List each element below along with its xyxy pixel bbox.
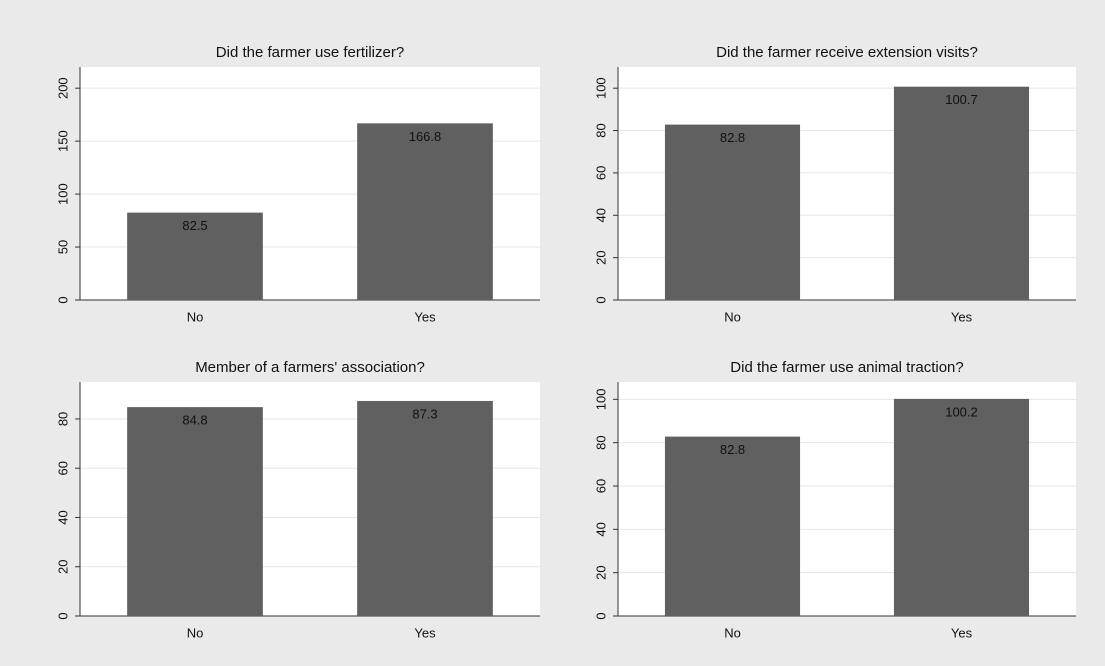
x-tick-label: Yes	[951, 309, 973, 324]
chart-title: Did the farmer use animal traction?	[730, 359, 963, 376]
value-label: 82.5	[182, 218, 207, 233]
y-tick-label: 100	[55, 183, 70, 205]
y-tick-label: 0	[593, 612, 608, 619]
y-tick-label: 50	[55, 240, 70, 254]
y-tick-label: 0	[593, 296, 608, 303]
y-tick-label: 200	[55, 77, 70, 99]
x-tick-label: No	[724, 309, 741, 324]
value-label: 82.8	[720, 442, 745, 457]
chart-title: Did the farmer use fertilizer?	[216, 44, 404, 61]
x-tick-label: No	[724, 625, 741, 640]
value-label: 87.3	[412, 406, 437, 421]
y-tick-label: 100	[593, 388, 608, 410]
chart-title: Member of a farmers' association?	[195, 359, 425, 376]
value-label: 82.8	[720, 130, 745, 145]
bar	[893, 398, 1030, 616]
bar	[664, 436, 801, 616]
y-tick-label: 40	[593, 522, 608, 536]
value-label: 100.2	[945, 404, 978, 419]
y-tick-label: 40	[593, 208, 608, 222]
bar	[893, 86, 1030, 300]
bar	[664, 124, 801, 300]
value-label: 84.8	[182, 413, 207, 428]
y-tick-label: 20	[593, 250, 608, 264]
y-tick-label: 100	[593, 77, 608, 99]
y-tick-label: 80	[55, 412, 70, 426]
y-tick-label: 80	[593, 123, 608, 137]
y-tick-label: 40	[55, 510, 70, 524]
bar	[127, 407, 263, 616]
x-tick-label: No	[187, 309, 204, 324]
y-tick-label: 60	[593, 479, 608, 493]
y-tick-label: 80	[593, 435, 608, 449]
y-tick-label: 60	[593, 166, 608, 180]
chart-title: Did the farmer receive extension visits?	[716, 44, 978, 61]
y-tick-label: 20	[55, 560, 70, 574]
bar	[127, 212, 263, 300]
y-tick-label: 0	[55, 296, 70, 303]
bar	[357, 400, 493, 616]
x-tick-label: Yes	[414, 309, 436, 324]
y-tick-label: 20	[593, 565, 608, 579]
value-label: 166.8	[409, 129, 442, 144]
y-tick-label: 0	[55, 612, 70, 619]
y-tick-label: 60	[55, 461, 70, 475]
value-label: 100.7	[945, 92, 978, 107]
y-tick-label: 150	[55, 130, 70, 152]
x-tick-label: Yes	[951, 625, 973, 640]
x-tick-label: No	[187, 625, 204, 640]
x-tick-label: Yes	[414, 625, 436, 640]
bar	[357, 123, 493, 301]
